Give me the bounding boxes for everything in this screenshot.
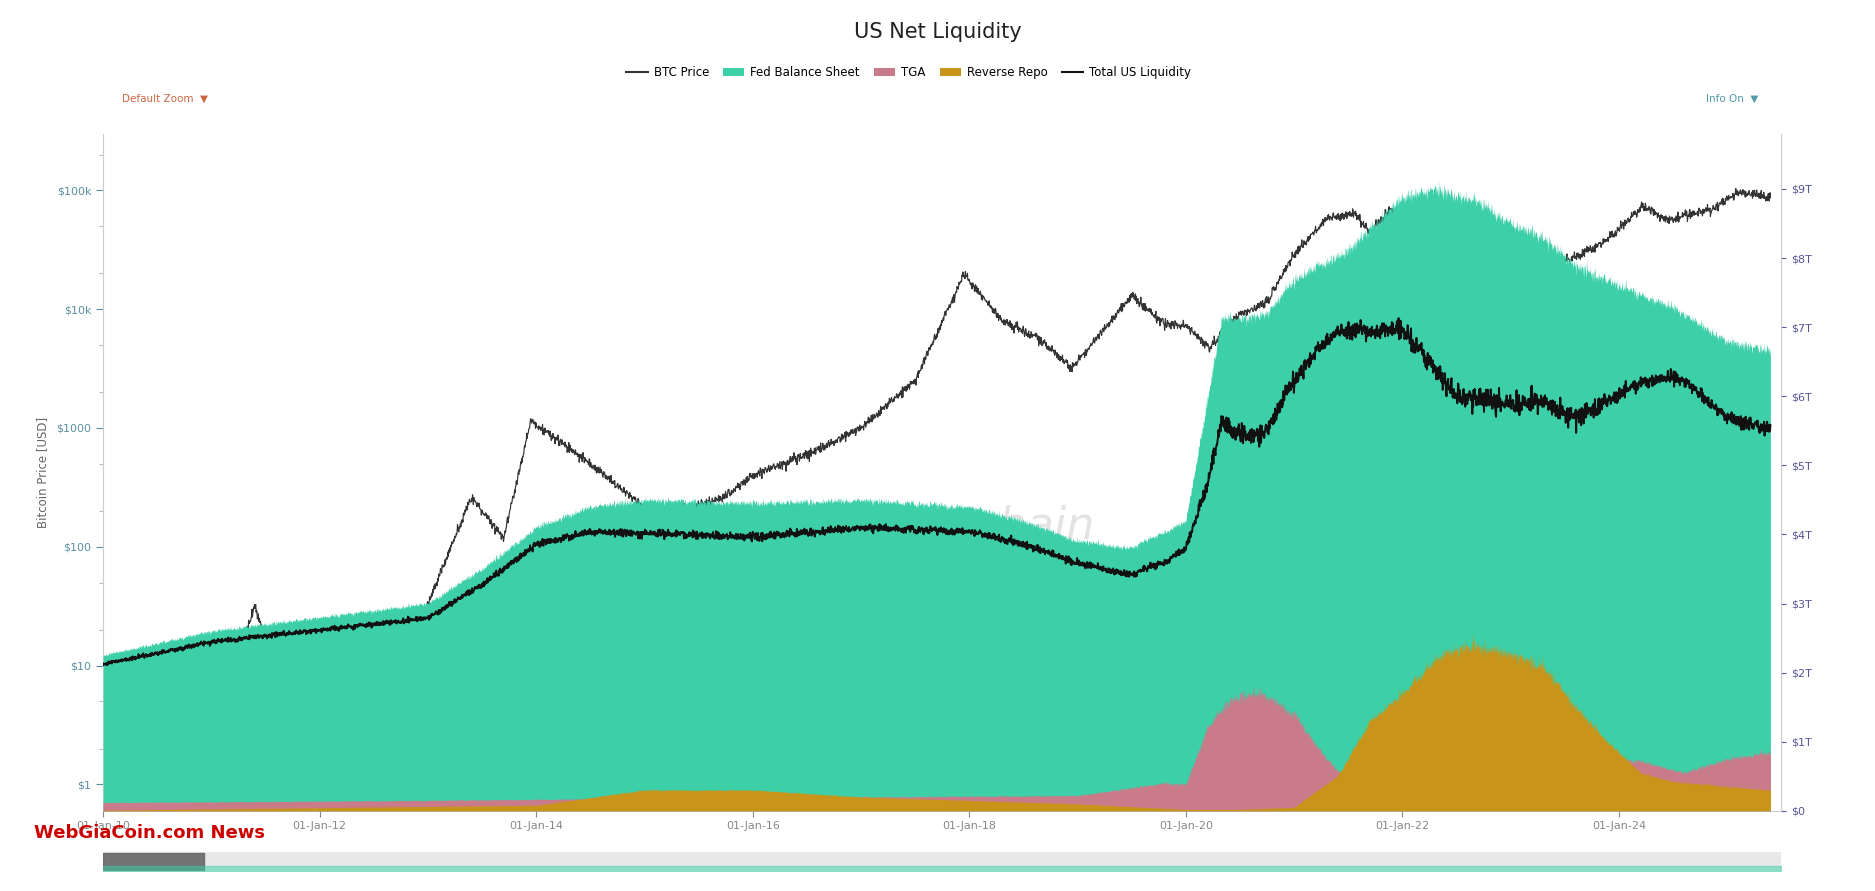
Text: WebGiaCoin.com News: WebGiaCoin.com News (34, 824, 264, 842)
Text: Info On  ▼: Info On ▼ (1706, 94, 1759, 103)
Text: checkonchain: checkonchain (789, 505, 1095, 548)
Text: US Net Liquidity: US Net Liquidity (853, 22, 1022, 42)
Y-axis label: Bitcoin Price [USD]: Bitcoin Price [USD] (36, 417, 49, 527)
Legend: BTC Price, Fed Balance Sheet, TGA, Reverse Repo, Total US Liquidity: BTC Price, Fed Balance Sheet, TGA, Rever… (622, 61, 1196, 84)
Text: Default Zoom  ▼: Default Zoom ▼ (122, 94, 208, 103)
